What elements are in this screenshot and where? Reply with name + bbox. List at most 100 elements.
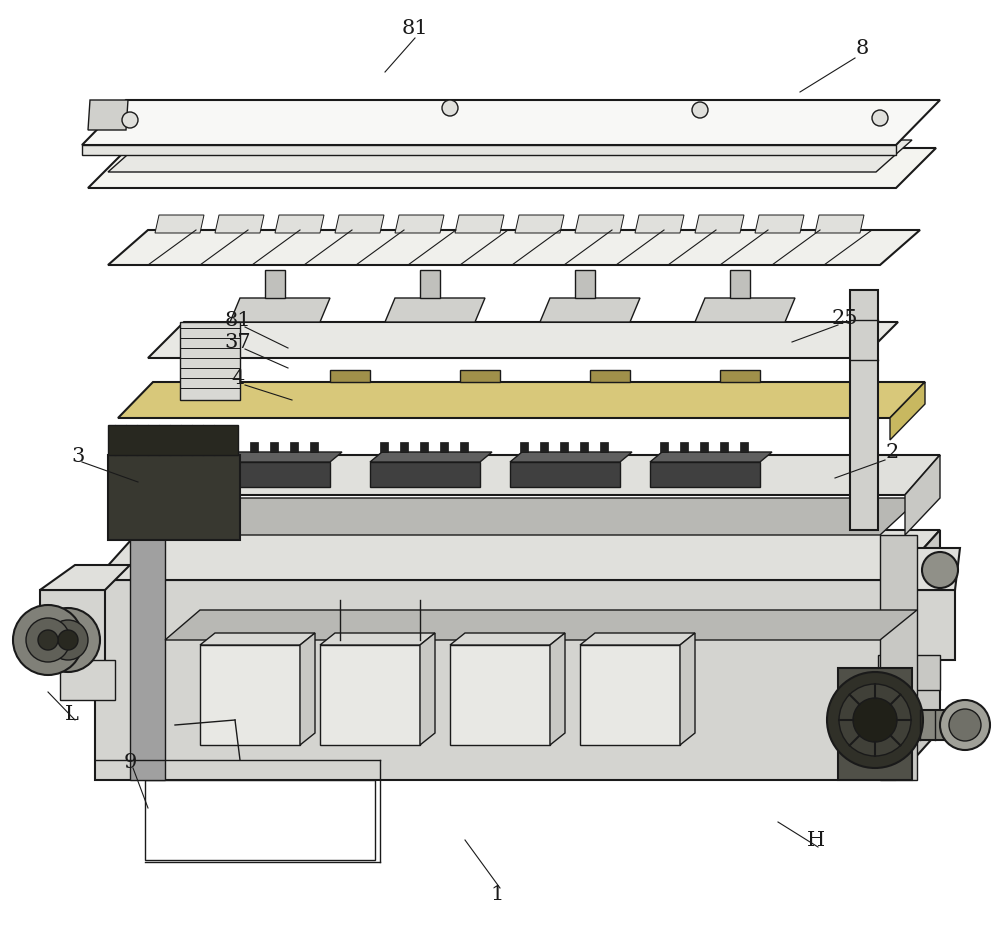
Text: 25: 25 (832, 308, 858, 328)
Polygon shape (95, 530, 940, 580)
Text: L: L (65, 705, 79, 723)
Polygon shape (420, 633, 435, 745)
Polygon shape (838, 668, 912, 780)
Polygon shape (420, 270, 440, 298)
Polygon shape (650, 462, 760, 487)
Text: 9: 9 (123, 753, 137, 771)
Polygon shape (200, 633, 315, 645)
Polygon shape (600, 442, 608, 452)
Polygon shape (362, 130, 416, 148)
Polygon shape (230, 442, 238, 452)
Polygon shape (540, 442, 548, 452)
Polygon shape (180, 322, 240, 400)
Polygon shape (878, 655, 940, 690)
Circle shape (13, 605, 83, 675)
Polygon shape (890, 548, 960, 590)
Polygon shape (130, 498, 920, 535)
Polygon shape (700, 442, 708, 452)
Polygon shape (740, 442, 748, 452)
Polygon shape (890, 590, 955, 660)
Polygon shape (815, 215, 864, 233)
Circle shape (26, 618, 70, 662)
Polygon shape (890, 382, 925, 440)
Circle shape (827, 672, 923, 768)
Polygon shape (550, 633, 565, 745)
Polygon shape (188, 130, 242, 148)
Text: 1: 1 (490, 885, 504, 904)
Polygon shape (88, 148, 936, 188)
Text: 8: 8 (855, 39, 869, 57)
Polygon shape (130, 535, 165, 780)
Polygon shape (536, 130, 590, 148)
Polygon shape (250, 442, 258, 452)
Polygon shape (478, 130, 532, 148)
Text: H: H (807, 831, 825, 850)
Polygon shape (580, 442, 588, 452)
Polygon shape (755, 215, 804, 233)
Circle shape (839, 684, 911, 756)
Circle shape (122, 112, 138, 128)
Circle shape (949, 709, 981, 741)
Polygon shape (540, 298, 640, 322)
Polygon shape (88, 100, 128, 130)
Polygon shape (580, 633, 695, 645)
Polygon shape (300, 633, 315, 745)
Polygon shape (148, 322, 898, 358)
Text: 3: 3 (71, 447, 85, 465)
Polygon shape (265, 270, 285, 298)
Polygon shape (40, 565, 130, 590)
Polygon shape (155, 215, 204, 233)
Circle shape (853, 698, 897, 742)
Polygon shape (720, 442, 728, 452)
Polygon shape (380, 442, 388, 452)
Polygon shape (455, 215, 504, 233)
Polygon shape (420, 442, 428, 452)
Circle shape (36, 608, 100, 672)
Polygon shape (515, 215, 564, 233)
Polygon shape (826, 130, 880, 148)
Polygon shape (335, 215, 384, 233)
Polygon shape (768, 130, 822, 148)
Text: 2: 2 (885, 444, 899, 463)
Polygon shape (440, 442, 448, 452)
Polygon shape (275, 215, 324, 233)
Polygon shape (594, 130, 648, 148)
Polygon shape (230, 298, 330, 322)
Polygon shape (520, 442, 528, 452)
Polygon shape (385, 298, 485, 322)
Polygon shape (220, 462, 330, 487)
Polygon shape (320, 633, 435, 645)
Polygon shape (680, 633, 695, 745)
Polygon shape (108, 230, 920, 265)
Text: 37: 37 (225, 333, 251, 351)
Polygon shape (108, 455, 240, 540)
Circle shape (922, 552, 958, 588)
Polygon shape (200, 645, 300, 745)
Polygon shape (370, 452, 492, 462)
Text: 81: 81 (225, 311, 251, 330)
Polygon shape (450, 633, 565, 645)
Polygon shape (510, 462, 620, 487)
Polygon shape (575, 215, 624, 233)
Polygon shape (420, 130, 474, 148)
Polygon shape (590, 370, 630, 382)
Polygon shape (460, 442, 468, 452)
Polygon shape (650, 452, 772, 462)
Polygon shape (82, 145, 896, 155)
Polygon shape (580, 645, 680, 745)
Polygon shape (40, 590, 105, 670)
Text: 4: 4 (231, 368, 245, 387)
Polygon shape (82, 100, 940, 145)
Polygon shape (118, 382, 925, 418)
Polygon shape (450, 645, 550, 745)
Polygon shape (460, 370, 500, 382)
Polygon shape (290, 442, 298, 452)
Polygon shape (246, 130, 300, 148)
Polygon shape (200, 370, 240, 382)
Polygon shape (270, 442, 278, 452)
Polygon shape (895, 530, 940, 780)
Polygon shape (215, 215, 264, 233)
Text: 81: 81 (402, 19, 428, 38)
Polygon shape (330, 370, 370, 382)
Polygon shape (60, 660, 115, 700)
